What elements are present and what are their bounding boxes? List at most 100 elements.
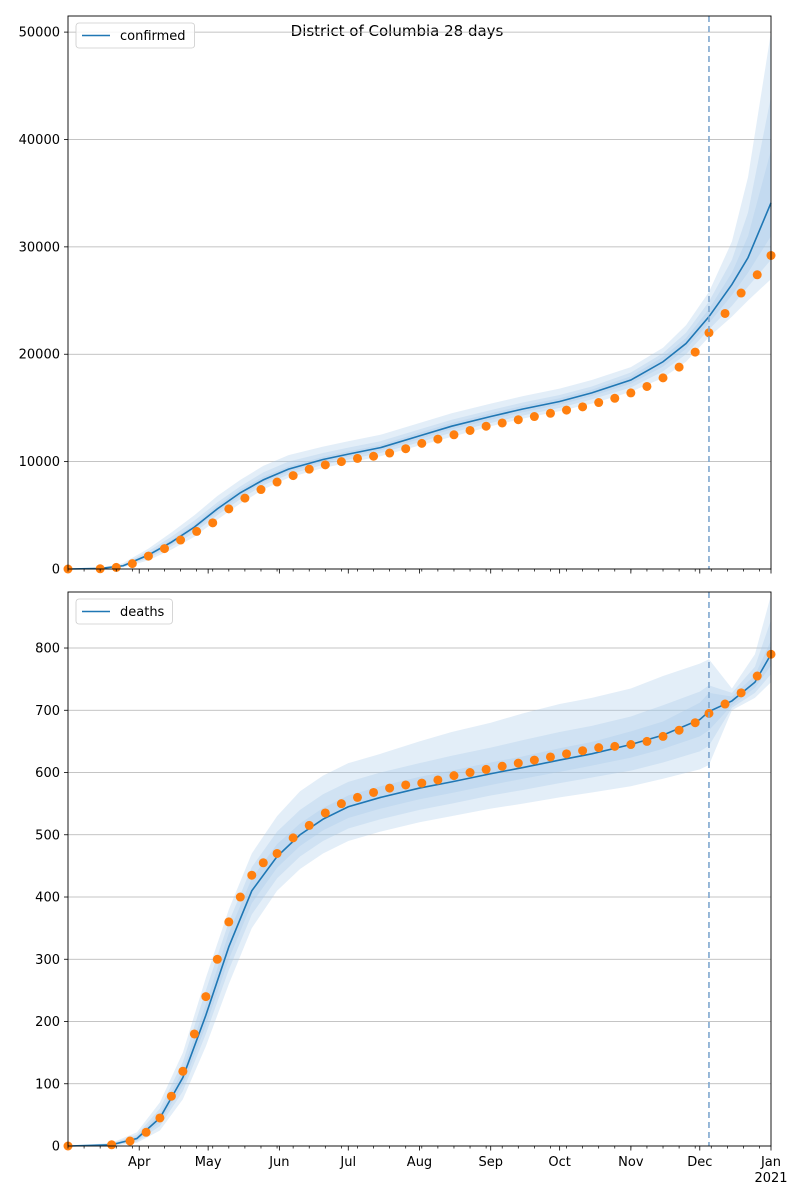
observed-point — [417, 778, 427, 788]
observed-point — [481, 421, 491, 431]
observed-point — [288, 471, 298, 481]
observed-point — [256, 485, 266, 495]
x-tick-label: Dec — [687, 1155, 712, 1170]
observed-point — [594, 398, 604, 408]
observed-point — [736, 688, 746, 698]
y-tick-label: 20000 — [19, 348, 60, 363]
observed-point — [497, 761, 507, 771]
y-tick-label: 30000 — [19, 240, 60, 255]
y-tick-label: 800 — [35, 642, 60, 657]
y-tick-label: 0 — [52, 563, 60, 578]
confirmed-panel: 0 10000 20000 30000 40000 50000 confirmed — [19, 15, 776, 578]
observed-point — [304, 464, 314, 474]
observed-point — [159, 544, 169, 554]
observed-point — [111, 562, 121, 572]
observed-point — [433, 775, 443, 785]
observed-point — [594, 743, 604, 753]
uncertainty-band — [68, 595, 771, 1146]
observed-point — [752, 270, 762, 280]
observed-point — [433, 434, 443, 444]
observed-point — [304, 820, 314, 830]
observed-point — [704, 328, 714, 338]
observed-point — [176, 535, 186, 545]
observed-point — [545, 408, 555, 418]
observed-point — [642, 381, 652, 391]
observed-point — [449, 430, 459, 440]
observed-point — [690, 347, 700, 357]
legend: deaths — [75, 598, 173, 625]
observed-point — [166, 1091, 176, 1101]
observed-point — [155, 1113, 165, 1123]
observed-point — [497, 418, 507, 428]
observed-point — [272, 848, 282, 858]
observed-point — [272, 477, 282, 487]
chart-title: District of Columbia 28 days — [291, 22, 504, 40]
x-tick-label: Aug — [407, 1155, 432, 1170]
observed-point — [369, 787, 379, 797]
observed-point — [465, 768, 475, 778]
observed-point — [513, 415, 523, 425]
observed-point — [720, 699, 730, 709]
observed-point — [141, 1127, 151, 1137]
observed-point — [385, 783, 395, 793]
y-tick-label: 400 — [35, 891, 60, 906]
observed-point — [288, 833, 298, 843]
observed-point — [143, 551, 153, 561]
x-year-label: 2021 — [754, 1171, 787, 1186]
observed-point — [610, 741, 620, 751]
deaths-panel: 0 100 200 300 400 500 600 700 800 deaths — [35, 591, 776, 1155]
x-tick-label: Apr — [128, 1155, 151, 1170]
x-tick-label: May — [195, 1155, 222, 1170]
observed-point — [212, 954, 222, 964]
legend-label: confirmed — [120, 29, 186, 44]
observed-point — [529, 412, 539, 422]
observed-point — [529, 755, 539, 765]
observed-point — [320, 808, 330, 818]
observed-point — [320, 460, 330, 470]
observed-point — [208, 518, 218, 528]
observed-point — [626, 388, 636, 398]
observed-point — [545, 752, 555, 762]
observed-point — [642, 736, 652, 746]
observed-point — [626, 740, 636, 750]
observed-point — [417, 438, 427, 448]
x-tick-label: Jan — [760, 1155, 781, 1170]
model-line — [67, 202, 772, 570]
observed-point — [752, 671, 762, 681]
legend-label: deaths — [120, 605, 165, 620]
observed-point — [336, 457, 346, 467]
observed-point — [258, 858, 268, 868]
observed-point — [224, 917, 234, 927]
observed-point — [127, 559, 137, 569]
observed-point — [192, 526, 202, 536]
uncertainty-band — [68, 620, 771, 1146]
observed-point — [578, 402, 588, 412]
y-tick-label: 600 — [35, 766, 60, 781]
observed-point — [674, 362, 684, 372]
observed-point — [720, 308, 730, 318]
observed-point — [178, 1066, 188, 1076]
observed-point — [401, 780, 411, 790]
observed-point — [247, 870, 257, 880]
y-tick-label: 50000 — [19, 26, 60, 41]
observed-point — [235, 892, 245, 902]
observed-point — [513, 758, 523, 768]
y-tick-label: 40000 — [19, 133, 60, 148]
observed-point — [562, 749, 572, 759]
observed-point — [336, 799, 346, 809]
y-tick-label: 700 — [35, 704, 60, 719]
y-tick-label: 0 — [52, 1140, 60, 1155]
observed-point — [610, 393, 620, 403]
x-tick-label: Jun — [268, 1155, 289, 1170]
y-tick-label: 500 — [35, 828, 60, 843]
observed-point — [189, 1029, 199, 1039]
observed-point — [658, 373, 668, 383]
observed-point — [201, 992, 211, 1002]
observed-point — [369, 451, 379, 461]
legend-box — [75, 598, 173, 625]
observed-point — [578, 746, 588, 756]
observed-point — [240, 493, 250, 503]
observed-point — [481, 764, 491, 774]
